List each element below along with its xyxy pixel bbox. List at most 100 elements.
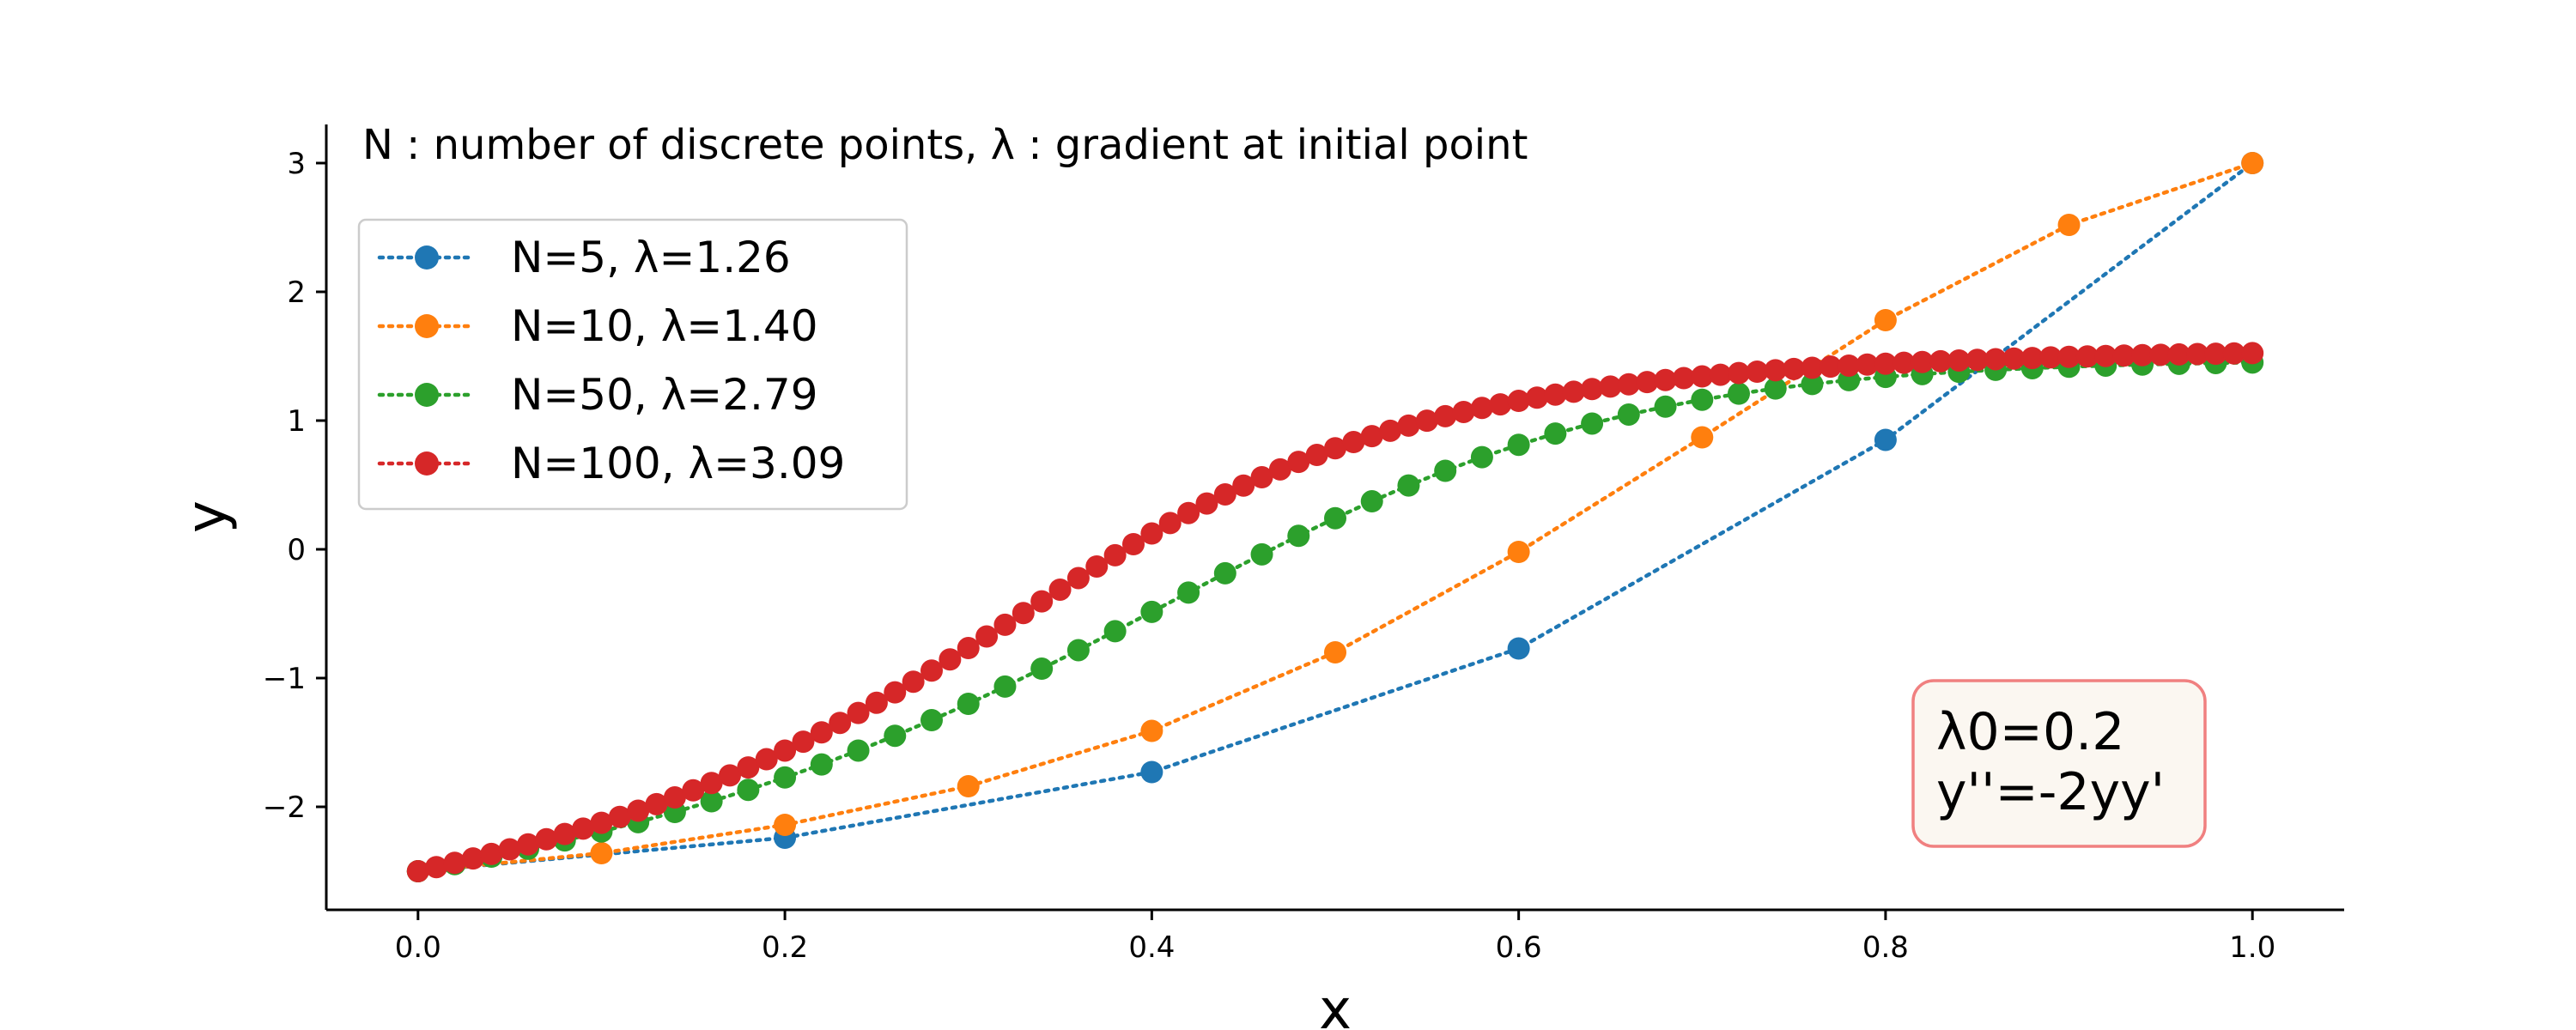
data-point (1250, 542, 1273, 566)
data-point (1452, 400, 1475, 423)
legend-item: N=100, λ=3.09 (377, 439, 845, 488)
data-point (590, 811, 613, 834)
data-point (1691, 426, 1714, 449)
y-tick-label: −1 (263, 662, 306, 696)
data-point (1544, 383, 1567, 406)
data-point (719, 764, 741, 787)
data-point (920, 709, 943, 732)
data-point (480, 842, 503, 865)
data-point (517, 833, 539, 856)
data-point (1526, 386, 1548, 409)
data-point (1599, 375, 1622, 398)
data-point (1158, 512, 1182, 535)
y-axis-label: y (175, 500, 239, 533)
data-point (1709, 363, 1732, 386)
data-point (1801, 356, 1824, 379)
series-line (416, 360, 2255, 874)
y-ticks: −2 −1 0 1 2 3 (263, 147, 326, 825)
info-box-line-1: λ0=0.2 (1936, 702, 2124, 762)
legend-marker (415, 314, 439, 338)
data-point (1507, 390, 1530, 413)
data-point (1507, 433, 1530, 457)
data-point (1470, 397, 1493, 420)
data-point (1581, 378, 1604, 401)
x-tick-label: 0.6 (1496, 930, 1542, 965)
data-point (1195, 492, 1218, 515)
legend-marker (415, 383, 439, 407)
x-ticks: 0.0 0.2 0.4 0.6 0.8 1.0 (395, 910, 2275, 965)
data-point (1691, 388, 1714, 411)
data-point (2039, 346, 2063, 369)
data-point (1085, 554, 1109, 578)
data-point (1489, 393, 1512, 416)
data-point (1287, 451, 1310, 474)
data-point (810, 721, 833, 744)
data-point (1801, 373, 1824, 396)
data-point (1562, 380, 1585, 403)
data-point (1415, 409, 1438, 433)
data-point (1874, 352, 1897, 375)
data-point (1965, 348, 1989, 372)
data-point (939, 648, 962, 671)
data-point (535, 827, 558, 851)
data-point (2222, 342, 2245, 365)
data-point (700, 790, 723, 813)
data-point (884, 681, 907, 704)
data-point (1434, 459, 1457, 482)
data-point (957, 775, 980, 797)
legend: N=5, λ=1.26 N=10, λ=1.40 N=50, λ=2.79 N=100… (357, 218, 908, 511)
data-point (2002, 347, 2026, 370)
data-point (2020, 347, 2044, 370)
data-point (2149, 343, 2172, 367)
legend-item: N=50, λ=2.79 (377, 370, 818, 420)
data-point (1030, 657, 1054, 681)
data-point (572, 817, 595, 840)
x-tick-label: 0.8 (1862, 930, 1909, 965)
data-point (1470, 445, 1493, 469)
data-point (1140, 719, 1163, 742)
data-point (810, 753, 833, 776)
legend-label: N=50, λ=2.79 (511, 370, 818, 420)
data-point (774, 814, 797, 836)
data-point (2167, 342, 2190, 366)
data-point (1507, 541, 1530, 563)
data-point (1746, 360, 1769, 383)
legend-item: N=5, λ=1.26 (377, 233, 791, 282)
data-point (1929, 349, 1952, 373)
data-point (1122, 533, 1145, 555)
plot-area (406, 152, 2264, 882)
data-point (1654, 368, 1677, 391)
data-point (884, 724, 907, 748)
data-point (975, 625, 999, 648)
y-tick-label: 3 (287, 147, 306, 181)
data-point (1232, 474, 1255, 497)
data-point (1177, 501, 1200, 524)
data-point (2112, 344, 2136, 367)
data-point (993, 613, 1017, 636)
data-point (1103, 620, 1127, 643)
data-point (847, 701, 870, 724)
legend-items: N=5, λ=1.26 N=10, λ=1.40 N=50, λ=2.79 N=100… (377, 233, 845, 488)
data-point (902, 670, 925, 694)
data-point (2094, 344, 2117, 367)
data-point (737, 756, 760, 779)
series-layer (406, 152, 2264, 882)
data-point (1672, 367, 1695, 390)
data-point (498, 838, 521, 861)
data-point (406, 860, 429, 882)
x-tick-label: 0.0 (395, 930, 441, 965)
data-point (682, 779, 705, 802)
data-point (1287, 524, 1310, 548)
data-point (645, 792, 668, 815)
data-point (1360, 425, 1383, 448)
data-point (1874, 309, 1897, 331)
data-point (700, 772, 723, 795)
data-point (1764, 377, 1787, 400)
data-point (1140, 760, 1163, 784)
series-4 (406, 342, 2264, 882)
data-point (627, 799, 650, 822)
data-point (2241, 342, 2264, 365)
data-point (2186, 342, 2209, 366)
x-tick-label: 1.0 (2229, 930, 2275, 965)
data-point (847, 739, 870, 762)
